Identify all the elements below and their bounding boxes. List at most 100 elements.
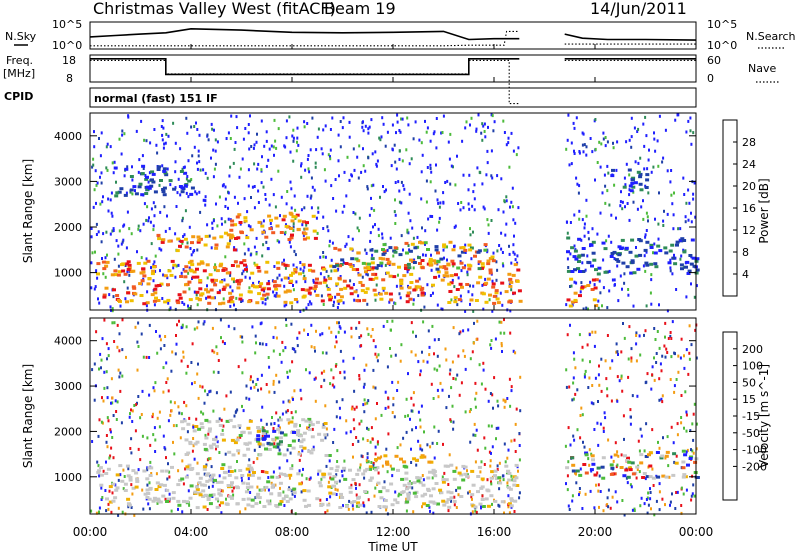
scatter-cell [342, 261, 345, 265]
feature-0-cell [348, 490, 353, 494]
scatter-cell [332, 441, 335, 444]
scatter-cell [320, 147, 323, 151]
feature-0-cell [342, 466, 347, 470]
scatter-cell [496, 399, 499, 403]
feature-4-cell [630, 461, 635, 465]
feature-0-cell [515, 484, 520, 487]
scatter-cell [334, 295, 337, 299]
feature-0-cell [260, 297, 265, 301]
scatter-cell [218, 289, 221, 293]
feature-0-cell [420, 259, 425, 262]
feature-0-cell [246, 482, 250, 486]
scatter-cell [685, 201, 688, 205]
power-colorbar-label: Power [dB] [757, 178, 771, 243]
scatter-cell [125, 191, 128, 195]
scatter-cell [601, 191, 604, 195]
scatter-cell [199, 384, 202, 388]
scatter-cell [135, 403, 138, 407]
scatter-cell [253, 162, 256, 166]
scatter-cell [362, 504, 365, 507]
feature-0-cell [204, 288, 209, 292]
feature-4-cell [153, 190, 158, 194]
scatter-cell [593, 428, 596, 431]
scatter-cell [111, 436, 114, 439]
scatter-cell [489, 459, 492, 463]
scatter-cell [598, 505, 600, 509]
scatter-cell [693, 295, 696, 299]
feature-5-cell [632, 271, 637, 275]
scatter-cell [437, 338, 440, 341]
feature-0-cell [185, 467, 190, 471]
feature-2-cell [402, 460, 407, 464]
scatter-cell [321, 152, 324, 156]
scatter-cell [315, 148, 318, 152]
scatter-cell [310, 194, 313, 198]
scatter-cell [667, 337, 670, 340]
scatter-cell [198, 133, 201, 137]
scatter-cell [469, 233, 472, 237]
scatter-cell [497, 426, 500, 430]
feature-1-cell [221, 438, 226, 442]
scatter-cell [206, 176, 209, 180]
scatter-cell [314, 161, 317, 165]
velocity-colorbar-label-2: 50 [742, 376, 756, 389]
scatter-cell [509, 331, 512, 335]
scatter-cell [223, 278, 226, 282]
scatter-cell [367, 156, 370, 160]
feature-0-cell [442, 503, 447, 507]
scatter-cell [334, 178, 337, 181]
feature-2-cell [234, 237, 238, 240]
scatter-cell [510, 131, 513, 135]
scatter-cell [450, 164, 453, 168]
scatter-cell [620, 350, 623, 354]
scatter-cell [638, 449, 641, 453]
feature-0-cell [431, 487, 436, 491]
feature-6-cell [594, 278, 599, 282]
scatter-cell [401, 159, 404, 163]
feature-0-cell [228, 495, 233, 499]
feature-2-cell [419, 455, 424, 459]
scatter-cell [242, 409, 245, 413]
scatter-cell [517, 146, 520, 150]
scatter-cell [303, 227, 306, 231]
feature-0-cell [337, 276, 342, 280]
feature-0-cell [504, 290, 509, 294]
feature-0-cell [289, 273, 293, 277]
feature-3-cell [275, 445, 280, 449]
feature-4-cell [146, 185, 150, 189]
feature-0-cell [307, 503, 312, 507]
scatter-cell [631, 508, 634, 512]
scatter-cell [482, 307, 485, 311]
feature-1-cell [302, 431, 307, 435]
scatter-cell [142, 507, 145, 511]
scatter-cell [322, 303, 325, 306]
scatter-cell [642, 264, 645, 268]
feature-1-cell [276, 428, 281, 432]
scatter-cell [181, 167, 184, 171]
feature-4-cell [628, 466, 632, 470]
scatter-cell [342, 116, 345, 120]
velocity-colorbar-label-4: -15 [742, 410, 760, 423]
feature-4-cell [571, 463, 576, 467]
scatter-cell [200, 410, 203, 414]
scatter-cell [433, 367, 436, 371]
scatter-cell [607, 171, 610, 175]
scatter-cell [213, 128, 215, 132]
feature-0-cell [256, 492, 261, 496]
feature-0-cell [344, 262, 349, 265]
scatter-cell [498, 504, 501, 508]
scatter-cell [123, 223, 126, 227]
scatter-cell [249, 491, 252, 494]
scatter-cell [217, 359, 220, 362]
feature-3-cell [463, 248, 468, 252]
feature-0-cell [266, 480, 271, 484]
scatter-cell [400, 343, 403, 347]
feature-0-cell [452, 469, 457, 473]
feature-2-cell [290, 233, 294, 237]
feature-0-cell [453, 296, 458, 300]
feature-0-cell [315, 497, 320, 501]
scatter-cell [685, 429, 688, 433]
feature-0-cell [213, 283, 218, 287]
scatter-cell [628, 188, 631, 192]
